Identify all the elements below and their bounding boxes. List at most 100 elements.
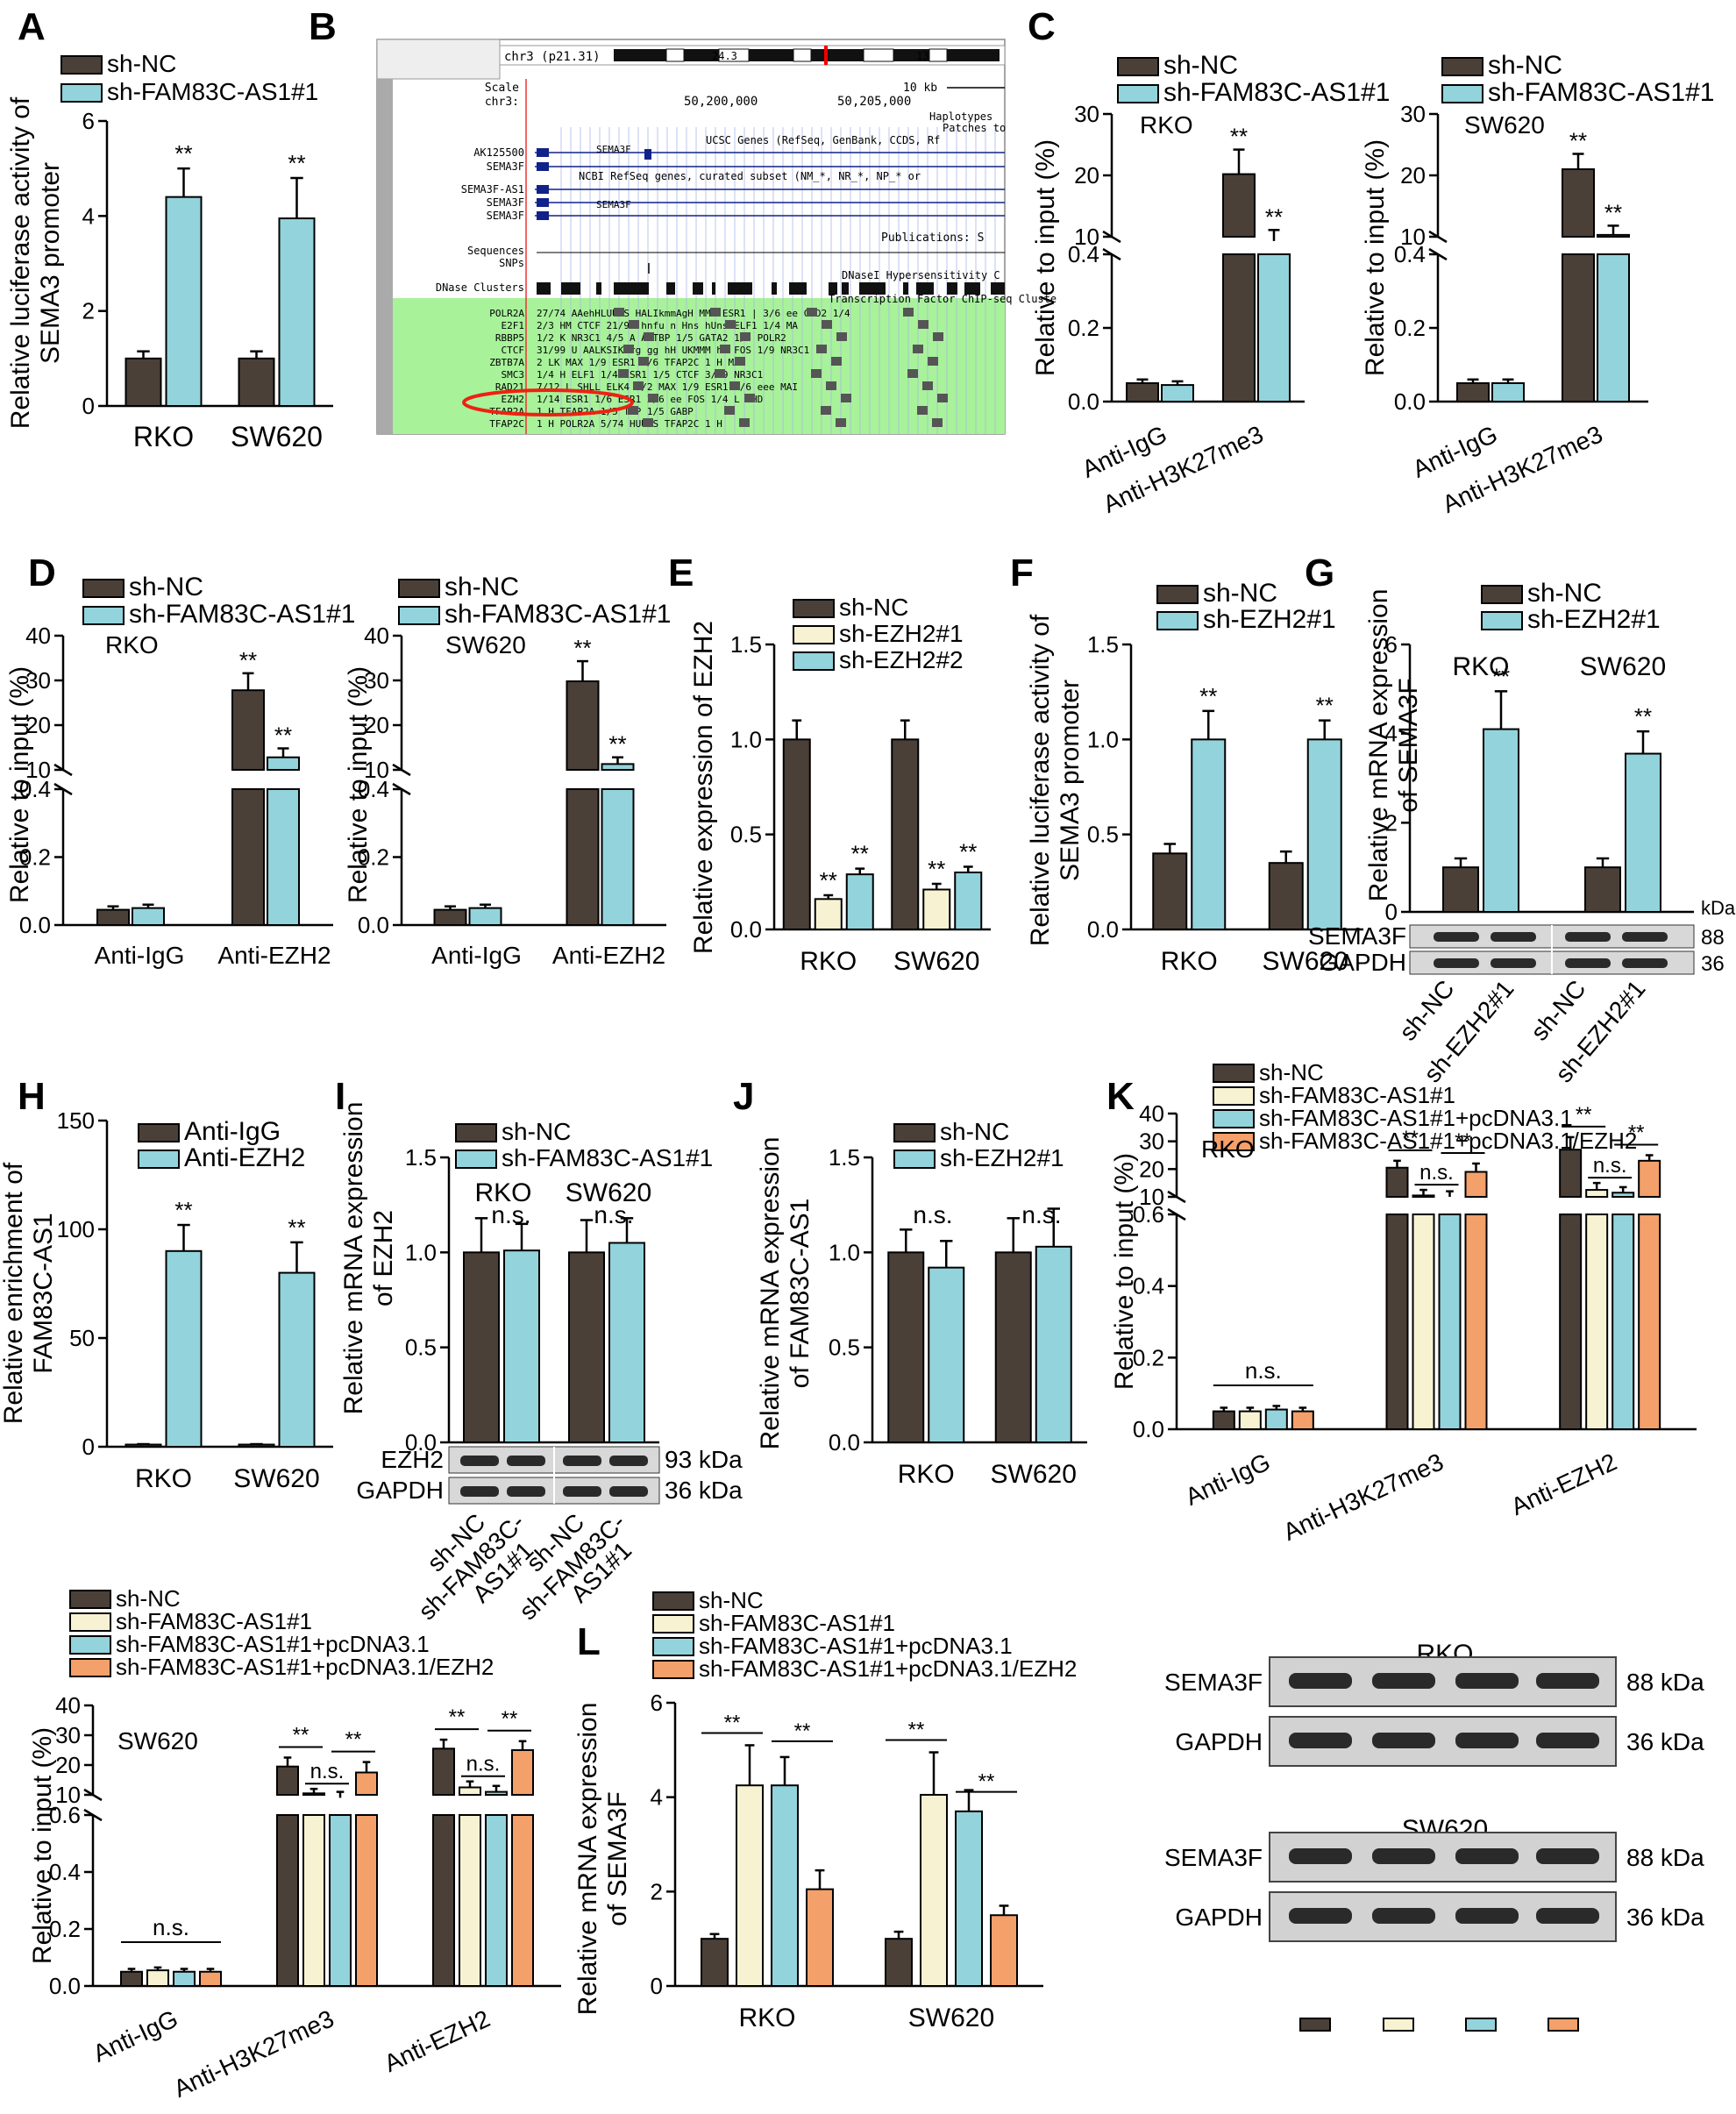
y-tick-label: 0.0: [358, 912, 389, 938]
chart-D-RKO: 0.0 0.2 0.410 20 30 40 Anti-IgG Anti-EZH2 RKO Rel…: [5, 623, 333, 969]
x-tick-label: RKO: [474, 1178, 531, 1207]
bar-lower: [1464, 1214, 1488, 1430]
tf-peak: [724, 406, 735, 415]
y-tick-label: 0.4: [1068, 241, 1099, 267]
blot-band: [1372, 1908, 1435, 1924]
legend-label: sh-FAM83C-AS1#1+pcDNA3.1/EZH2: [116, 1654, 494, 1680]
legend-swatch: [793, 651, 835, 671]
gene-exon: [537, 211, 549, 220]
patches-label: Patches to: [943, 122, 1006, 134]
legend-swatch: [1441, 57, 1483, 76]
dnase-block: [947, 282, 957, 295]
significance-label: n.s.: [466, 1753, 501, 1776]
lane-swatch: [1299, 2018, 1331, 2032]
tf-peak: [928, 357, 938, 366]
kda-label: 36 kDa: [1626, 1728, 1704, 1755]
bar-upper: [1597, 233, 1630, 238]
y-tick-label: 40: [364, 623, 389, 649]
blot-band: [507, 1456, 545, 1466]
y-tick-label: 0.2: [358, 844, 389, 871]
ncbi-genes-label: NCBI RefSeq genes, curated subset (NM_*,…: [579, 170, 921, 182]
tf-chip-label: Transcription Factor ChIP-seq Cluste: [829, 293, 1057, 305]
tf-row-label: RBBP5: [495, 332, 524, 344]
bar-lower: [1597, 253, 1630, 402]
tf-peak: [648, 394, 658, 402]
kda-label: 36 kDa: [1626, 1904, 1704, 1931]
coord-label: 50,205,000: [837, 95, 911, 109]
x-tick-label: RKO: [133, 421, 194, 452]
gene-exon: [537, 148, 549, 157]
blot-row-label: SEMA3F: [1164, 1669, 1263, 1696]
blot-band: [1289, 1733, 1352, 1748]
y-tick-label: 0.5: [829, 1335, 860, 1361]
tf-peak: [807, 308, 817, 317]
significance-label: **: [1576, 1103, 1592, 1127]
legend-label: sh-NC: [116, 1585, 181, 1612]
y-tick-label: 2: [1385, 809, 1398, 836]
legend-label: sh-NC: [129, 573, 203, 601]
blot-band: [609, 1456, 648, 1466]
bar: [782, 738, 811, 930]
axis-label-y: of SEMA3F: [603, 1791, 632, 1925]
tf-row-label: TFAP2C: [489, 418, 524, 430]
kda-header: kDa: [1701, 897, 1736, 919]
blot-band: [460, 1456, 499, 1466]
y-tick-label: 30: [1074, 101, 1099, 127]
bar-upper: [511, 1749, 534, 1796]
dnase-block: [596, 282, 601, 295]
blot-band: [1536, 1848, 1599, 1864]
y-tick-label: 30: [25, 667, 51, 694]
axis-label-y: Relative mRNA expression: [756, 1137, 785, 1450]
tf-peak: [638, 357, 649, 366]
legend-swatch: [793, 625, 835, 644]
significance-label: n.s.: [594, 1201, 633, 1228]
y-tick-label: 0.2: [1394, 315, 1426, 341]
tf-peak: [836, 332, 847, 341]
legend-swatch: [1481, 585, 1523, 604]
y-tick-label: 0.0: [1068, 388, 1099, 415]
legend-label: sh-FAM83C-AS1#1: [1163, 78, 1390, 107]
x-tick-label: SW620: [908, 2004, 994, 2032]
kda-label: 88: [1701, 926, 1725, 950]
bar-lower: [459, 1814, 481, 1987]
bar: [1152, 852, 1188, 930]
legend-swatch: [82, 579, 125, 598]
blot-band: [1455, 1673, 1519, 1689]
blot-row-label: EZH2: [381, 1446, 444, 1473]
bar: [433, 908, 467, 926]
chart-K-SW620: 0.0 0.2 0.4 0.610 20 30 40 Anti-IgGAnti-H3K27me…: [28, 1692, 561, 2103]
y-tick-label: 1.0: [730, 726, 762, 752]
bar: [990, 1914, 1018, 1987]
y-tick-label: 4: [82, 203, 95, 229]
bar-upper: [485, 1790, 508, 1796]
bar: [1268, 862, 1304, 931]
dnase-block: [666, 282, 675, 295]
legend-label: sh-EZH2#1: [1203, 605, 1336, 634]
tf-peak: [918, 320, 928, 329]
legend-swatch: [69, 1590, 111, 1609]
panel-letter-J: J: [733, 1075, 754, 1118]
lane-swatch: [1547, 2018, 1579, 2032]
ideogram-left: [376, 39, 501, 80]
axis-label-y: Relative to input (%): [1110, 1153, 1139, 1390]
bar-upper: [231, 689, 265, 771]
x-tick-label: RKO: [1452, 652, 1509, 681]
bar: [701, 1938, 729, 1988]
blot-band: [1491, 958, 1536, 968]
axis-label-y: of FAM83C-AS1: [786, 1199, 815, 1389]
bar: [1584, 866, 1621, 914]
gene-exon: [537, 198, 549, 207]
browser-sidebar: [377, 79, 393, 434]
tf-row: 1 H POLR2A 5/74 HUU S TFAP2C 1 H: [537, 418, 722, 430]
gene-track-label: SEMA3F: [596, 144, 631, 155]
y-tick-label: 0.0: [1087, 916, 1119, 943]
significance-label: n.s.: [913, 1201, 952, 1228]
legend-label: sh-FAM83C-AS1#1+pcDNA3.1: [1259, 1105, 1573, 1131]
x-tick-label: RKO: [898, 1460, 955, 1489]
bar: [120, 1970, 143, 1987]
